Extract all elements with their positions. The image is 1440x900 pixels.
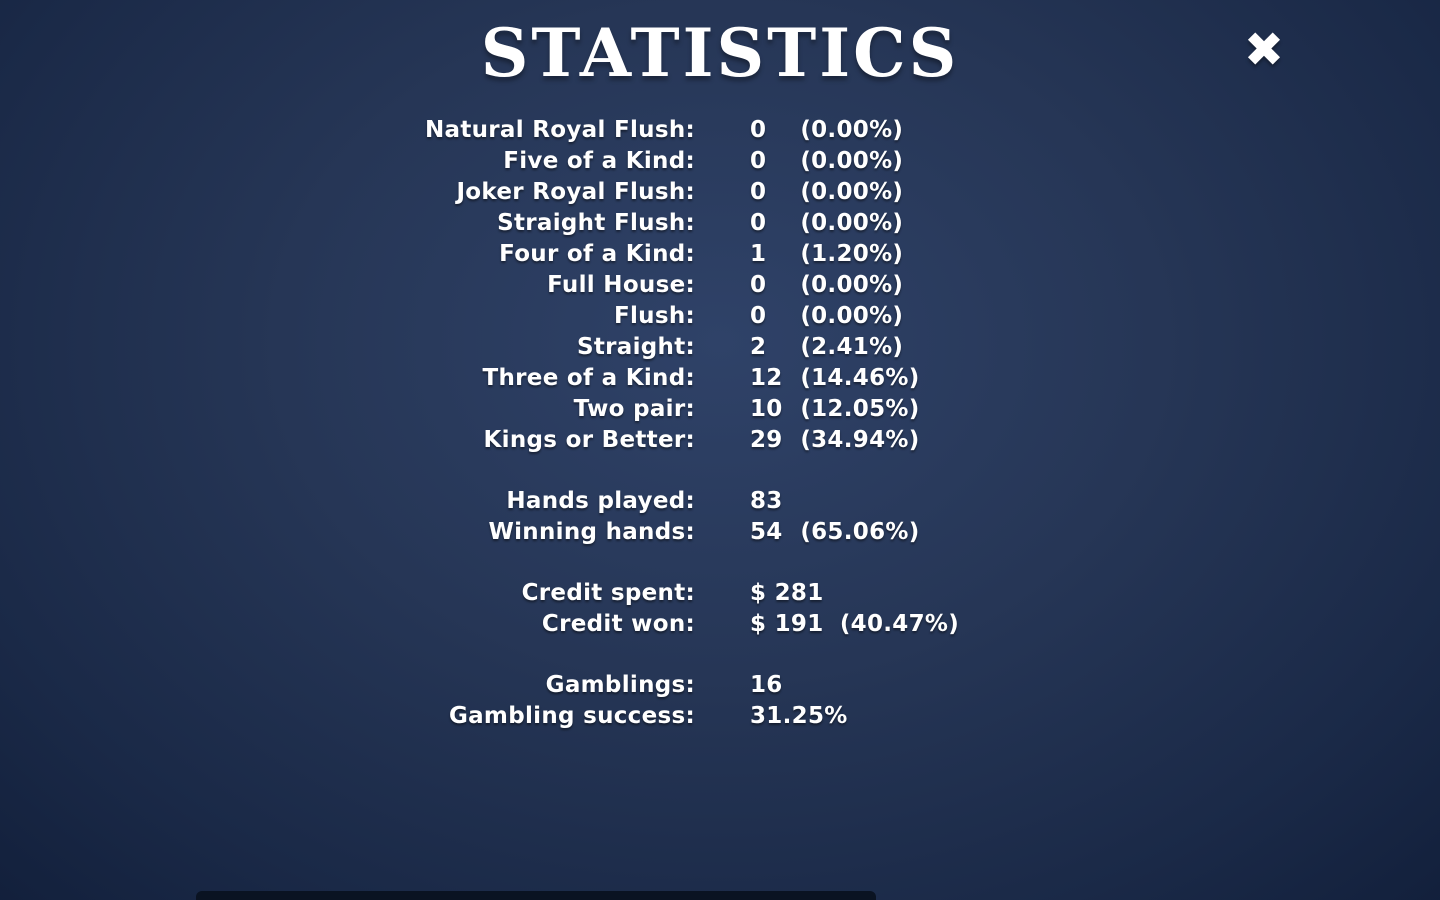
stat-count: $ 191 — [750, 610, 824, 637]
stat-row-straight-flush: Straight Flush: 0 (0.00%) — [0, 207, 1440, 238]
stat-row-kings-or-better: Kings or Better: 29 (34.94%) — [0, 424, 1440, 455]
stat-label: Winning hands: — [488, 518, 695, 545]
stat-row-two-pair: Two pair: 10 (12.05%) — [0, 393, 1440, 424]
stat-value: 0 (0.00%) — [750, 210, 903, 236]
stat-percent: (0.00%) — [800, 147, 904, 174]
stat-label: Kings or Better: — [483, 426, 695, 453]
stat-value: 0 (0.00%) — [750, 148, 903, 174]
stat-label: Straight: — [576, 333, 695, 360]
stat-label: Hands played: — [506, 487, 695, 514]
stat-value: 2 (2.41%) — [750, 334, 903, 360]
stat-count: 0 — [750, 209, 767, 236]
stat-label: Joker Royal Flush: — [456, 178, 695, 205]
stat-row-flush: Flush: 0 (0.00%) — [0, 300, 1440, 331]
stat-label: Three of a Kind: — [482, 364, 695, 391]
stat-count: 0 — [750, 116, 767, 143]
stat-count: 0 — [750, 302, 767, 329]
stat-row-straight: Straight: 2 (2.41%) — [0, 331, 1440, 362]
group-spacer — [0, 639, 1440, 669]
stat-value: 16 — [750, 672, 800, 698]
stat-count: 83 — [750, 487, 783, 514]
stat-row-four-of-a-kind: Four of a Kind: 1 (1.20%) — [0, 238, 1440, 269]
stat-count: 31.25% — [750, 702, 848, 729]
page-title: STATISTICS — [480, 14, 960, 92]
stat-value: 54 (65.06%) — [750, 519, 920, 545]
stat-row-three-of-a-kind: Three of a Kind: 12 (14.46%) — [0, 362, 1440, 393]
stat-value: 1 (1.20%) — [750, 241, 903, 267]
stat-count: 29 — [750, 426, 783, 453]
stat-percent: (2.41%) — [800, 333, 904, 360]
stat-percent: (34.94%) — [800, 426, 920, 453]
stat-percent: (0.00%) — [800, 178, 904, 205]
stat-row-natural-royal-flush: Natural Royal Flush: 0 (0.00%) — [0, 114, 1440, 145]
stat-count: 16 — [750, 671, 783, 698]
stat-value: 0 (0.00%) — [750, 272, 903, 298]
stats-panel: Natural Royal Flush: 0 (0.00%) Five of a… — [0, 114, 1440, 731]
stat-count: 0 — [750, 178, 767, 205]
stat-label: Full House: — [547, 271, 695, 298]
stat-percent: (14.46%) — [800, 364, 920, 391]
stat-count: 0 — [750, 271, 767, 298]
stat-value: 0 (0.00%) — [750, 179, 903, 205]
stat-label: Gambling success: — [448, 702, 695, 729]
stat-row-full-house: Full House: 0 (0.00%) — [0, 269, 1440, 300]
bottom-panel-edge — [196, 891, 876, 900]
stat-row-credit-spent: Credit spent: $ 281 — [0, 577, 1440, 608]
stat-value: 31.25% — [750, 703, 864, 729]
stat-row-hands-played: Hands played: 83 — [0, 485, 1440, 516]
close-icon: ✖ — [1243, 22, 1285, 78]
stat-percent: (12.05%) — [800, 395, 920, 422]
stat-label: Credit spent: — [521, 579, 695, 606]
stat-count: 2 — [750, 333, 767, 360]
stat-value: 29 (34.94%) — [750, 427, 920, 453]
stat-label: Natural Royal Flush: — [424, 116, 695, 143]
stat-label: Four of a Kind: — [499, 240, 695, 267]
stat-label: Flush: — [613, 302, 695, 329]
stat-value: 10 (12.05%) — [750, 396, 920, 422]
stat-row-winning-hands: Winning hands: 54 (65.06%) — [0, 516, 1440, 547]
stat-label: Gamblings: — [545, 671, 695, 698]
stat-value: $ 281 — [750, 580, 840, 606]
stat-row-joker-royal-flush: Joker Royal Flush: 0 (0.00%) — [0, 176, 1440, 207]
stat-value: 0 (0.00%) — [750, 303, 903, 329]
stat-row-gamblings: Gamblings: 16 — [0, 669, 1440, 700]
stat-percent: (0.00%) — [800, 116, 904, 143]
stat-row-credit-won: Credit won: $ 191 (40.47%) — [0, 608, 1440, 639]
stat-value: 83 — [750, 488, 800, 514]
stat-count: 54 — [750, 518, 783, 545]
stat-percent: (1.20%) — [800, 240, 904, 267]
stat-percent: (0.00%) — [800, 271, 904, 298]
group-spacer — [0, 547, 1440, 577]
group-spacer — [0, 455, 1440, 485]
stat-count: 10 — [750, 395, 783, 422]
stat-label: Straight Flush: — [497, 209, 695, 236]
stat-value: $ 191 (40.47%) — [750, 611, 959, 637]
stat-count: 12 — [750, 364, 783, 391]
stat-row-five-of-a-kind: Five of a Kind: 0 (0.00%) — [0, 145, 1440, 176]
stat-row-gambling-success: Gambling success: 31.25% — [0, 700, 1440, 731]
stat-value: 0 (0.00%) — [750, 117, 903, 143]
stat-percent: (40.47%) — [839, 610, 960, 637]
stat-count: $ 281 — [750, 579, 824, 606]
stat-label: Five of a Kind: — [503, 147, 695, 174]
stat-label: Two pair: — [573, 395, 695, 422]
stat-percent: (0.00%) — [800, 209, 904, 236]
stat-value: 12 (14.46%) — [750, 365, 920, 391]
stat-count: 1 — [750, 240, 767, 267]
stat-label: Credit won: — [541, 610, 695, 637]
stat-percent: (0.00%) — [800, 302, 904, 329]
stat-count: 0 — [750, 147, 767, 174]
stat-percent: (65.06%) — [800, 518, 920, 545]
close-button[interactable]: ✖ — [1236, 22, 1292, 78]
